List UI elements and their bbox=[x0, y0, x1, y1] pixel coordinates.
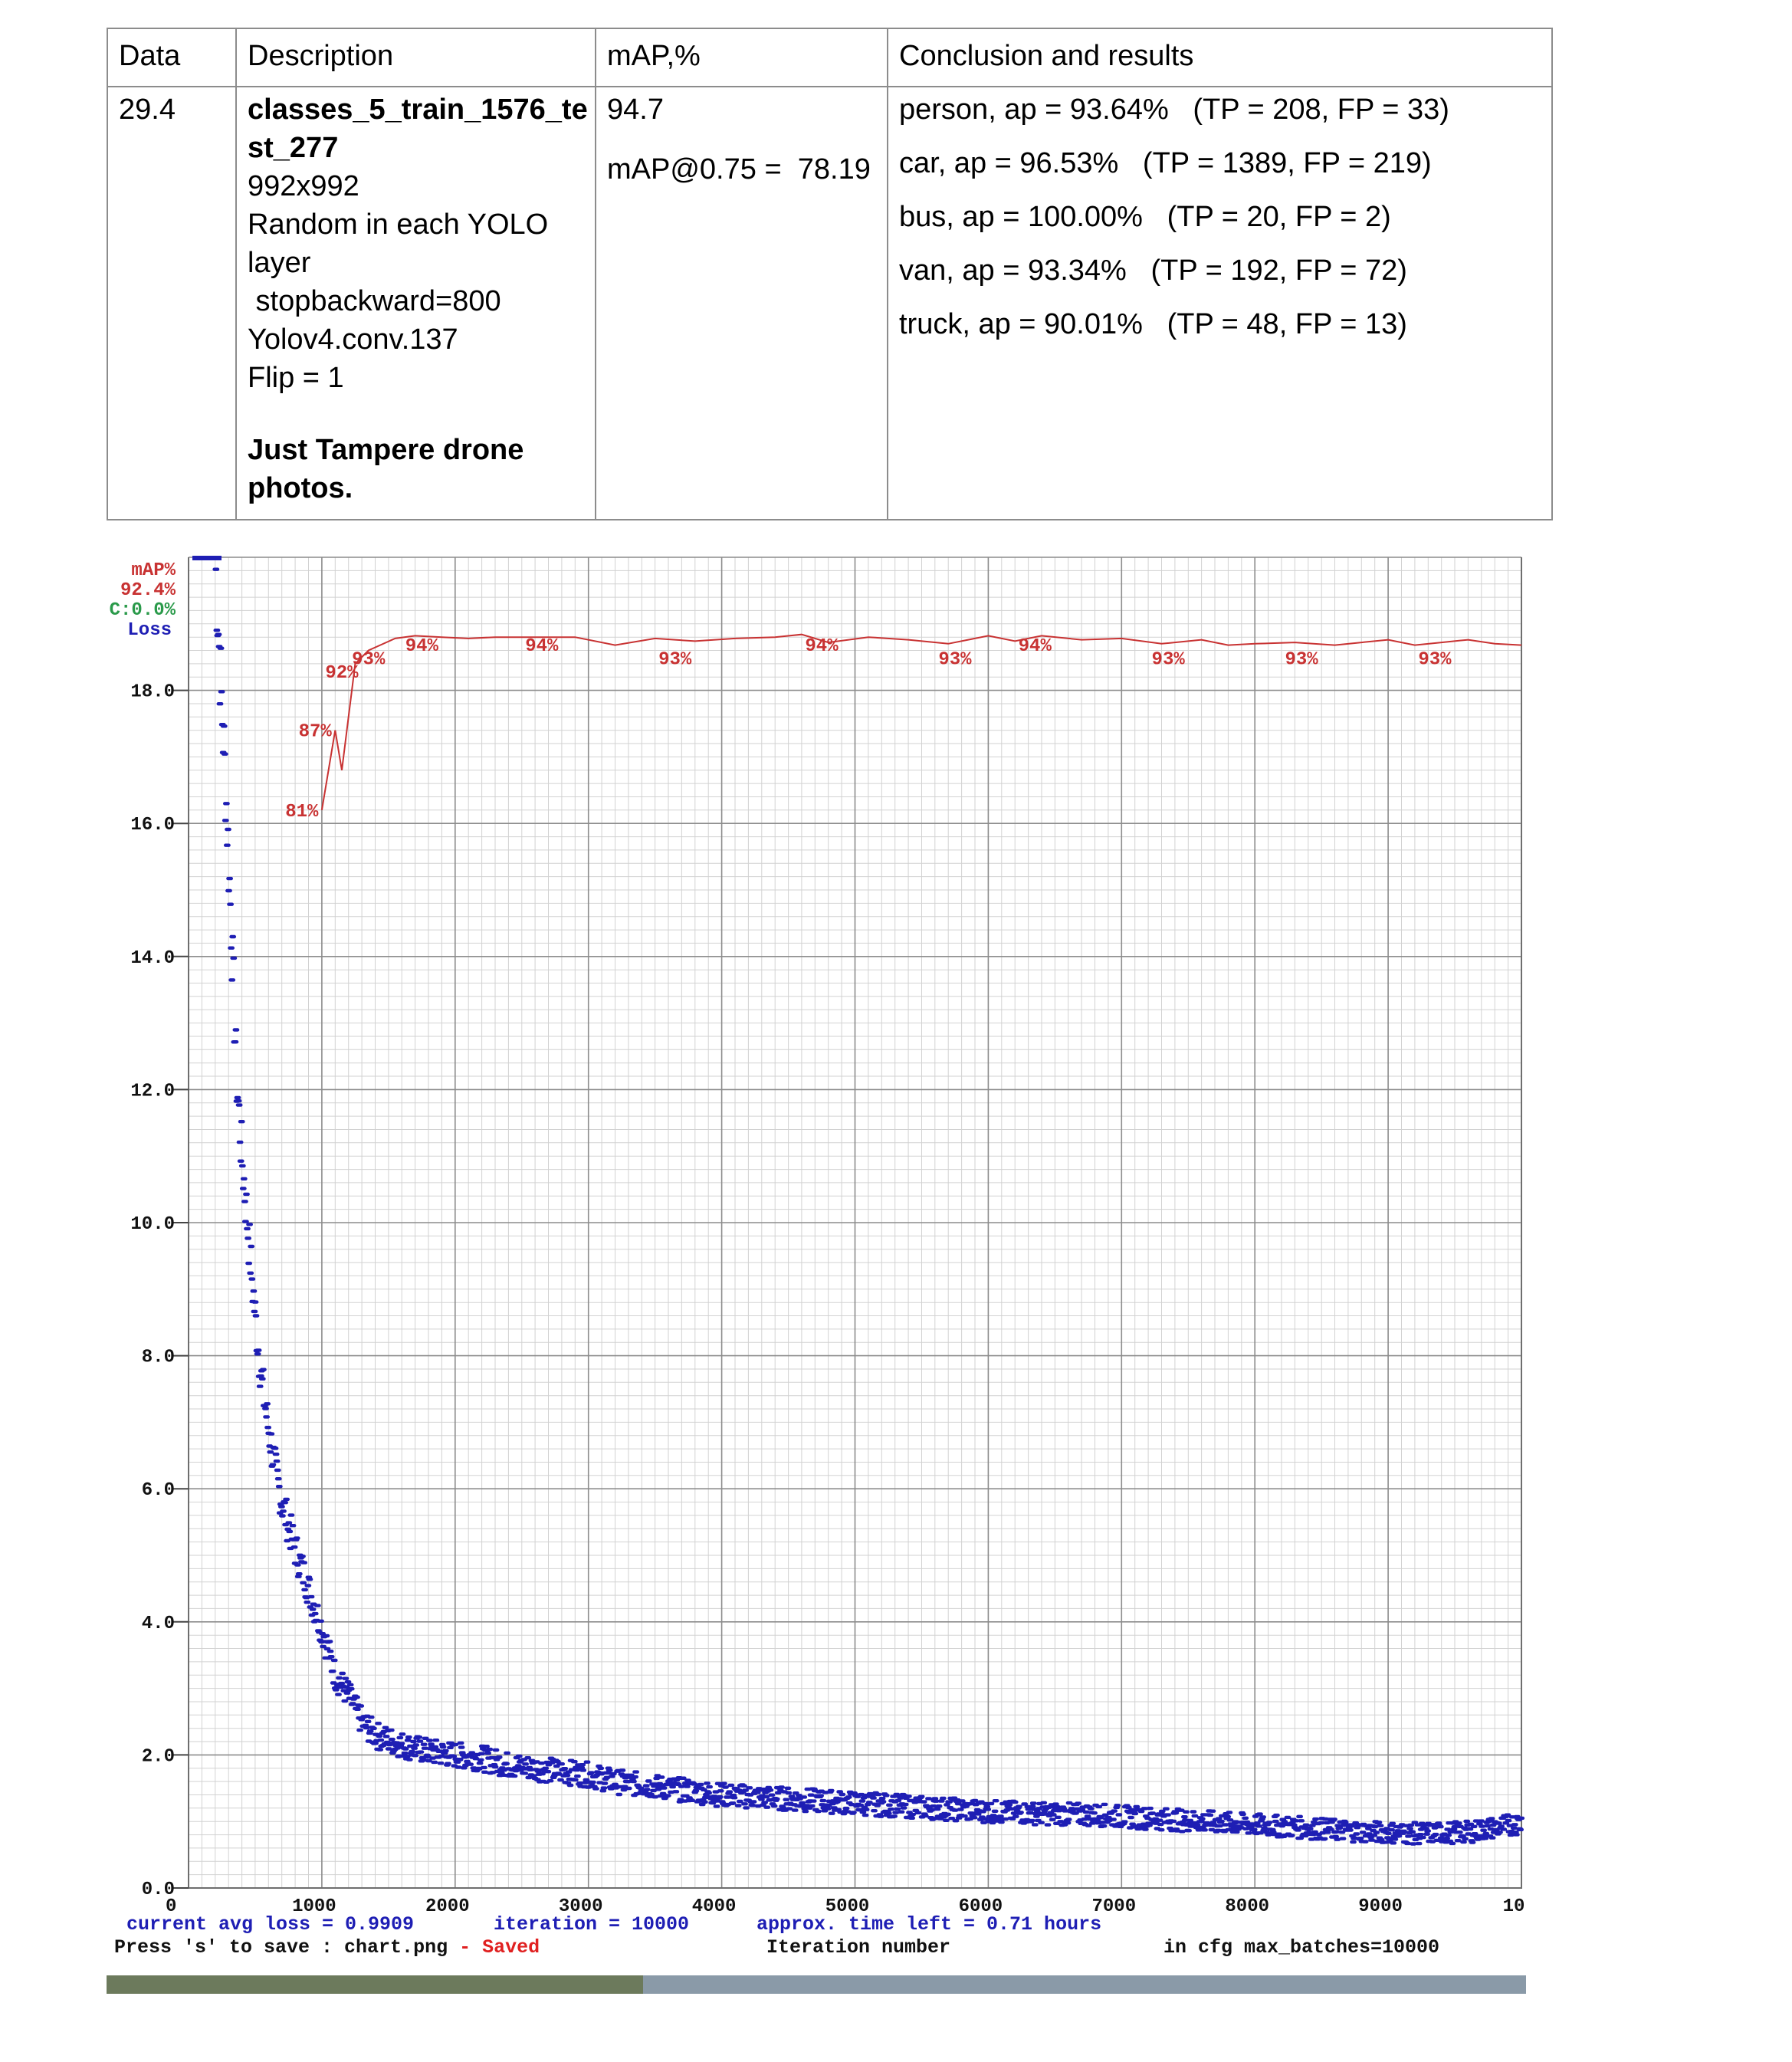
header-map: mAP,% bbox=[595, 28, 888, 87]
map-point-label: 93% bbox=[1152, 650, 1186, 671]
map-point-label: 92% bbox=[325, 663, 359, 684]
footer-max-batches: in cfg max_batches=10000 bbox=[1163, 1936, 1439, 1959]
map-point-label: 93% bbox=[938, 650, 972, 671]
description-line: 992x992 bbox=[248, 170, 359, 202]
y-tick-label: 4.0 bbox=[142, 1614, 175, 1634]
map-point-label: 93% bbox=[658, 650, 692, 671]
x-tick-label: 5000 bbox=[825, 1896, 870, 1917]
y-tick-label: 12.0 bbox=[130, 1081, 175, 1102]
class-result: bus, ap = 100.00% (TP = 20, FP = 2) bbox=[899, 201, 1391, 233]
chart-canvas: 0.0 2.0 4.0 6.0 8.0 10.0 12.0 14.0 16.0 18.0 0 1000… bbox=[107, 556, 1526, 1994]
x-tick-label: 2000 bbox=[425, 1896, 470, 1917]
class-result: person, ap = 93.64% (TP = 208, FP = 33) bbox=[899, 94, 1449, 126]
cell-conclusion: person, ap = 93.64% (TP = 208, FP = 33) … bbox=[887, 86, 1553, 520]
footer-time-left: approx. time left = 0.71 hours bbox=[757, 1913, 1101, 1936]
legend-map-value: 92.4% bbox=[120, 580, 176, 601]
x-tick-label: 8000 bbox=[1225, 1896, 1269, 1917]
map-value: 94.7 bbox=[607, 94, 664, 126]
legend-loss-label: Loss bbox=[127, 620, 172, 641]
header-description: Description bbox=[235, 28, 596, 87]
y-tick-label: 6.0 bbox=[142, 1480, 175, 1501]
description-line: layer bbox=[248, 247, 311, 279]
map-point-label: 81% bbox=[285, 802, 319, 823]
table-header-row: Data Description mAP,% Conclusion and re… bbox=[107, 28, 1553, 87]
map-point-label: 93% bbox=[1285, 650, 1318, 671]
map-point-label: 87% bbox=[299, 722, 333, 743]
class-result: car, ap = 96.53% (TP = 1389, FP = 219) bbox=[899, 147, 1432, 179]
map-point-label: 93% bbox=[352, 650, 386, 671]
table-row: 29.4 classes_5_train_1576_te st_277 992x… bbox=[107, 86, 1553, 520]
x-tick-label: 9000 bbox=[1358, 1896, 1403, 1917]
note-line2: photos. bbox=[248, 472, 353, 504]
map-point-label: 93% bbox=[1418, 650, 1452, 671]
header-conclusion: Conclusion and results bbox=[887, 28, 1553, 87]
x-tick-label: 10 bbox=[1503, 1896, 1525, 1917]
legend-c-label: C:0.0% bbox=[110, 600, 176, 621]
x-tick-label: 7000 bbox=[1091, 1896, 1136, 1917]
y-tick-label: 16.0 bbox=[130, 815, 175, 836]
description-line: Random in each YOLO bbox=[248, 208, 549, 241]
cell-data: 29.4 bbox=[107, 86, 237, 520]
legend-loss-swatch bbox=[192, 556, 222, 560]
header-data: Data bbox=[107, 28, 237, 87]
footer-avg-loss: current avg loss = 0.9909 bbox=[126, 1913, 414, 1936]
x-tick-label: 1000 bbox=[292, 1896, 336, 1917]
cell-description: classes_5_train_1576_te st_277 992x992 R… bbox=[235, 86, 596, 520]
experiment-name-line2: st_277 bbox=[248, 132, 339, 164]
map-point-label: 94% bbox=[405, 636, 439, 657]
loss-series-points bbox=[212, 557, 1525, 1846]
map-point-label: 94% bbox=[805, 636, 839, 657]
footer-iteration: iteration = 10000 bbox=[494, 1913, 689, 1936]
legend-map-label: mAP% bbox=[131, 560, 176, 581]
class-result: van, ap = 93.34% (TP = 192, FP = 72) bbox=[899, 254, 1407, 287]
y-tick-label: 0.0 bbox=[142, 1880, 175, 1900]
class-result: truck, ap = 90.01% (TP = 48, FP = 13) bbox=[899, 308, 1407, 340]
note-line1: Just Tampere drone bbox=[248, 434, 524, 466]
x-tick-label: 6000 bbox=[959, 1896, 1003, 1917]
description-line: Flip = 1 bbox=[248, 362, 344, 394]
y-tick-label: 18.0 bbox=[130, 682, 175, 703]
description-line: Yolov4.conv.137 bbox=[248, 323, 458, 356]
y-tick-label: 10.0 bbox=[130, 1214, 175, 1235]
cropped-photo-trees bbox=[107, 1975, 643, 1994]
experiment-name-line1: classes_5_train_1576_te bbox=[248, 94, 588, 126]
x-axis-label: Iteration number bbox=[766, 1936, 950, 1959]
results-table: Data Description mAP,% Conclusion and re… bbox=[107, 28, 1553, 520]
training-chart: 0.0 2.0 4.0 6.0 8.0 10.0 12.0 14.0 16.0 18.0 0 1000… bbox=[107, 556, 1526, 1994]
x-tick-label: 3000 bbox=[559, 1896, 603, 1917]
x-tick-label: 4000 bbox=[692, 1896, 737, 1917]
y-tick-label: 2.0 bbox=[142, 1746, 175, 1767]
footer-save-hint: Press 's' to save : chart.png - Saved bbox=[114, 1936, 540, 1959]
x-tick-label: 0 bbox=[166, 1896, 176, 1917]
map-series-line bbox=[320, 633, 1522, 810]
map-point-label: 94% bbox=[1019, 636, 1052, 657]
y-tick-label: 14.0 bbox=[130, 948, 175, 969]
cell-map: 94.7 mAP@0.75 = 78.19 bbox=[595, 86, 888, 520]
map-point-label: 94% bbox=[525, 636, 559, 657]
description-line: stopbackward=800 bbox=[248, 285, 501, 317]
map75-value: mAP@0.75 = 78.19 bbox=[607, 153, 871, 186]
y-tick-label: 8.0 bbox=[142, 1348, 175, 1368]
